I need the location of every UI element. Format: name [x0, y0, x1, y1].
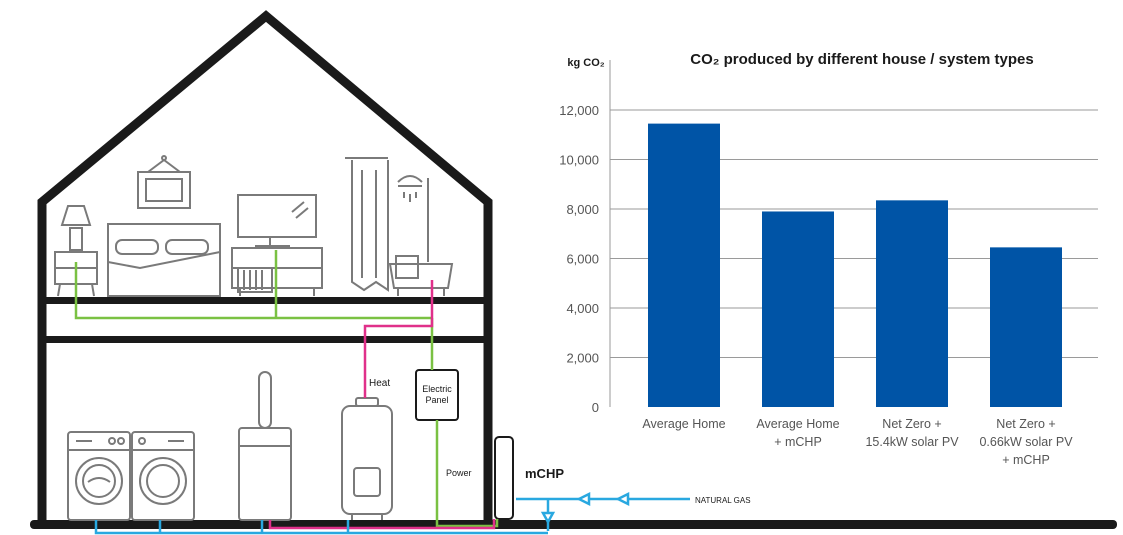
x-tick-label: + mCHP — [1002, 453, 1050, 467]
shower-head-icon — [397, 175, 429, 262]
bar — [990, 247, 1062, 407]
y-tick-label: 6,000 — [566, 252, 599, 267]
heat-lines — [268, 280, 496, 530]
ground-line — [30, 520, 1117, 529]
natural-gas-label: NATURAL GAS — [695, 496, 751, 505]
x-tick-label: Average Home — [642, 417, 725, 431]
radiator-icon — [237, 267, 273, 293]
panel-label-line1: Electric — [422, 384, 452, 394]
mchp-label: mCHP — [525, 466, 564, 481]
y-tick-label: 2,000 — [566, 351, 599, 366]
y-tick-label: 10,000 — [559, 153, 599, 168]
x-tick-label: Net Zero + — [882, 417, 941, 431]
television-icon — [237, 194, 317, 247]
panel-label-line2: Panel — [425, 395, 448, 405]
bar — [762, 211, 834, 407]
x-tick-label: Average Home — [756, 417, 839, 431]
bar — [876, 200, 948, 407]
washing-machine-icon — [67, 431, 131, 521]
dryer-icon — [131, 431, 195, 521]
lamp-icon — [60, 205, 92, 251]
upper-floor-slab — [42, 297, 488, 304]
power-label: Power — [446, 468, 472, 478]
x-tick-label: 0.66kW solar PV — [979, 435, 1073, 449]
gas-arrow-icon — [576, 491, 591, 507]
x-tick-label: + mCHP — [774, 435, 822, 449]
picture-frame-icon — [137, 155, 191, 209]
gas-lines — [94, 491, 690, 535]
y-tick-label: 0 — [592, 400, 599, 415]
y-tick-label: 4,000 — [566, 301, 599, 316]
boiler-tank-icon — [238, 371, 292, 521]
y-tick-label: 8,000 — [566, 202, 599, 217]
x-tick-label: 15.4kW solar PV — [865, 435, 959, 449]
chart-title: CO₂ produced by different house / system… — [690, 51, 1033, 68]
gas-arrow-icon — [615, 491, 630, 507]
bathtub-icon — [388, 255, 454, 296]
gas-arrow-icon — [540, 511, 556, 525]
y-axis-label: kg CO₂ — [567, 57, 604, 69]
y-tick-labels: 0 2,000 4,000 6,000 8,000 10,000 12,000 — [559, 103, 599, 415]
bars — [648, 123, 1062, 408]
heat-label: Heat — [369, 378, 390, 389]
bar — [648, 123, 720, 408]
mchp-unit-icon — [494, 436, 514, 520]
house-outline — [37, 10, 493, 522]
water-heater-icon — [341, 397, 393, 520]
x-tick-label: Net Zero + — [996, 417, 1055, 431]
co2-bar-chart: CO₂ produced by different house / system… — [559, 51, 1098, 467]
shower-curtain-icon — [345, 157, 389, 292]
x-tick-labels: Average Home Average Home + mCHP Net Zero +… — [642, 417, 1073, 467]
bed-icon — [107, 223, 221, 297]
y-tick-label: 12,000 — [559, 103, 599, 118]
house-diagram: Heat Electric Panel Power mCHP NATURAL G… — [30, 10, 1117, 535]
lower-ceiling-slab — [42, 336, 488, 343]
